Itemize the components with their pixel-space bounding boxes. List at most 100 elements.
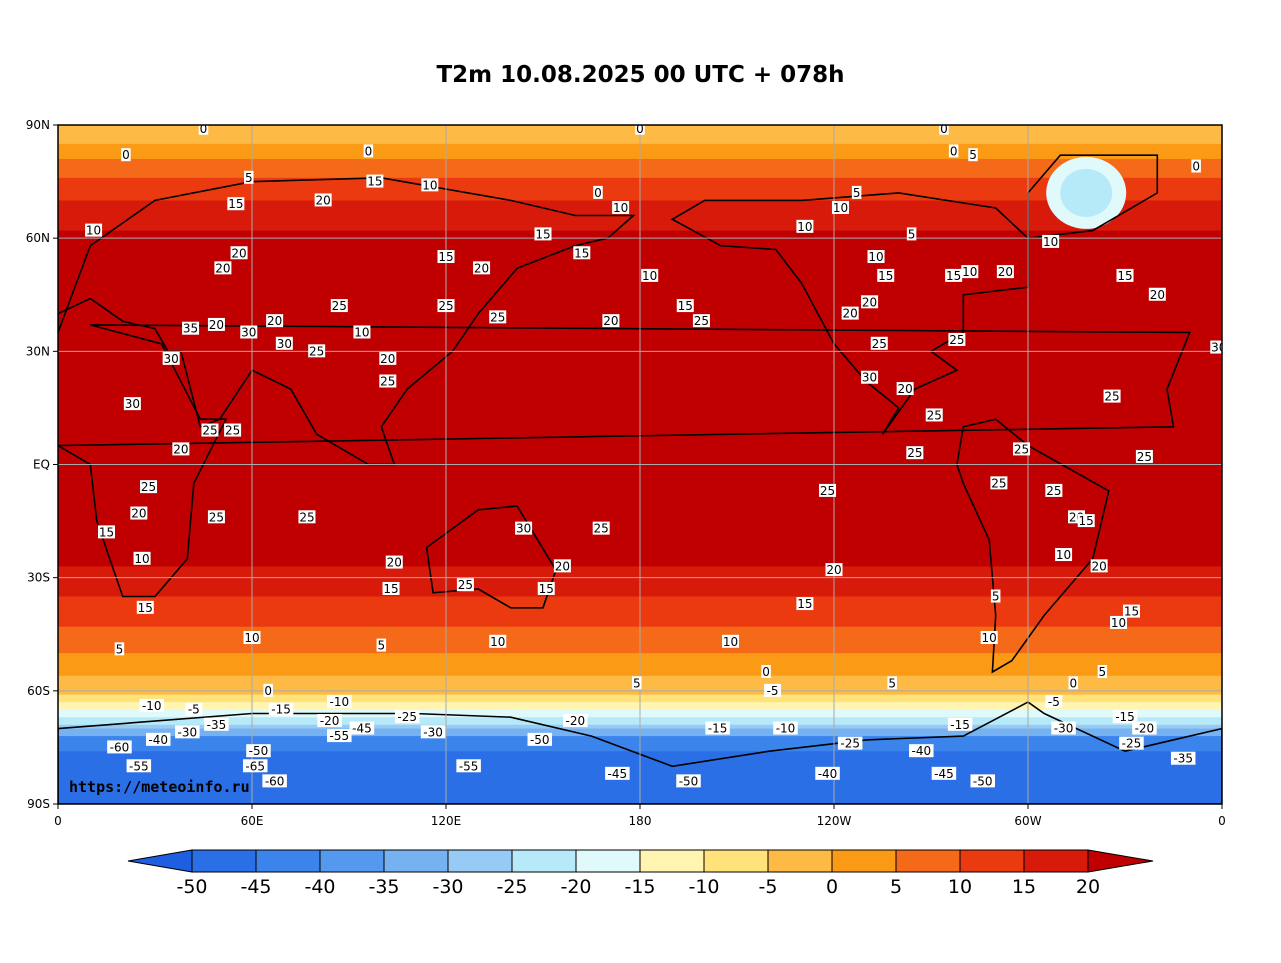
contour-label-box [970, 774, 995, 788]
contour-label-box [537, 581, 555, 595]
contour-label-box [1135, 449, 1153, 463]
contour-label: 0 [1068, 676, 1079, 690]
contour-label-box [242, 759, 268, 773]
contour-label-box [1045, 695, 1063, 709]
contour-label: 0 [198, 125, 209, 136]
contour-label-box [961, 265, 979, 279]
colorbar-swatch [1023, 849, 1089, 873]
contour-label: 15 [98, 525, 115, 539]
contour-label-box [366, 174, 384, 188]
contour-label: 35 [182, 321, 200, 336]
contour-label-box [1013, 442, 1031, 456]
contour-label-box [996, 265, 1014, 279]
contour-label: -20 [563, 714, 588, 728]
colorbar-swatch [383, 849, 449, 873]
contour-label: -20 [1132, 721, 1157, 736]
colorbar: -50 -45 -40 -35 -30 -25 -20 -15 -10 -5 0 5 10 15 20 [127, 849, 1154, 898]
lat-label: 60N [26, 231, 50, 245]
contour-label-box [1170, 751, 1196, 765]
contour-label: 20 [207, 317, 225, 332]
contour-label-box [1051, 721, 1076, 735]
contour-label: 15 [796, 597, 814, 611]
contour-label-box [182, 321, 200, 335]
contour-label: -40 [145, 732, 171, 747]
contour-label-box [263, 683, 273, 697]
contour-label: -10 [139, 698, 165, 713]
contour-label-box [327, 729, 352, 743]
contour-label-text: 25 [332, 299, 347, 313]
contour-label-box [1116, 268, 1134, 282]
contour-label: 10 [1110, 615, 1128, 630]
lon-label: 60W [1014, 814, 1041, 828]
contour-label: 25 [224, 423, 242, 438]
contour-label-box [327, 695, 352, 709]
contour-label-text: -15 [271, 703, 291, 717]
contour-label-text: 10 [1056, 548, 1071, 562]
contour-label-text: 20 [555, 559, 570, 573]
contour-label-box [1077, 514, 1095, 528]
contour-label-text: -40 [818, 767, 838, 781]
contour-label: 20 [385, 555, 403, 570]
contour-label: 25 [201, 423, 219, 438]
contour-label: -25 [837, 736, 863, 751]
contour-label: 15 [537, 581, 555, 596]
contour-label: 5 [851, 185, 862, 200]
contour-label-text: -50 [973, 774, 993, 788]
contour-label: -50 [676, 774, 701, 788]
contour-label-text: -25 [397, 710, 417, 724]
contour-label-box [230, 246, 248, 260]
contour-label: -60 [262, 774, 287, 788]
lat-label: 90N [26, 118, 50, 132]
contour-label-box [145, 732, 171, 746]
contour-label-text: 10 [86, 224, 101, 238]
contour-label-text: 35 [183, 322, 198, 336]
contour-label: -35 [204, 717, 229, 732]
contour-label-text: 15 [383, 582, 398, 596]
contour-label-text: 15 [678, 299, 693, 313]
contour-label-box [851, 185, 862, 199]
contour-label-text: -5 [767, 684, 779, 698]
contour-label-box [676, 299, 694, 313]
contour-label-box [773, 721, 798, 735]
contour-label-box [353, 325, 371, 339]
contour-label-text: -15 [950, 718, 970, 732]
contour-label-text: 25 [1014, 442, 1029, 456]
contour-label-text: 10 [797, 220, 812, 234]
contour-label-box [796, 597, 814, 611]
contour-label-text: 25 [991, 476, 1006, 490]
contour-label: 20 [266, 314, 284, 328]
contour-label-box [861, 295, 879, 309]
contour-label-text: -30 [423, 725, 443, 739]
contour-label: 10 [796, 219, 814, 234]
contour-label-box [815, 766, 840, 780]
contour-label-box [1210, 340, 1222, 354]
contour-label-box [1090, 559, 1108, 573]
contour-label-text: 25 [309, 344, 324, 358]
contour-label: 20 [1148, 287, 1166, 302]
contour-label-box [948, 144, 959, 158]
colorbar-swatch [831, 849, 897, 873]
contour-label-box [382, 581, 400, 595]
contour-label-box [207, 510, 225, 524]
contour-label-box [1112, 710, 1138, 724]
contour-label: 25 [1013, 442, 1031, 456]
contour-label: -50 [527, 732, 553, 747]
contour-label-box [266, 314, 284, 328]
contour-label-box [246, 744, 271, 758]
contour-label: 10 [243, 631, 261, 645]
coastline [58, 176, 636, 466]
contour-label-text: 5 [1099, 665, 1107, 679]
contour-label: 10 [489, 634, 507, 649]
contour-label-text: -15 [1115, 710, 1135, 724]
colorbar-swatch [447, 849, 513, 873]
contour-label-box [98, 525, 115, 539]
coastline [58, 701, 1222, 804]
contour-label-box [437, 299, 455, 313]
contour-label-box [172, 442, 190, 456]
contour-label-text: 25 [694, 314, 709, 328]
contour-label: -10 [327, 695, 352, 709]
contour-label: 25 [1045, 483, 1063, 498]
contour-label-box [1148, 287, 1166, 301]
contour-label: 20 [602, 314, 620, 328]
contour-label-text: 20 [215, 261, 230, 275]
